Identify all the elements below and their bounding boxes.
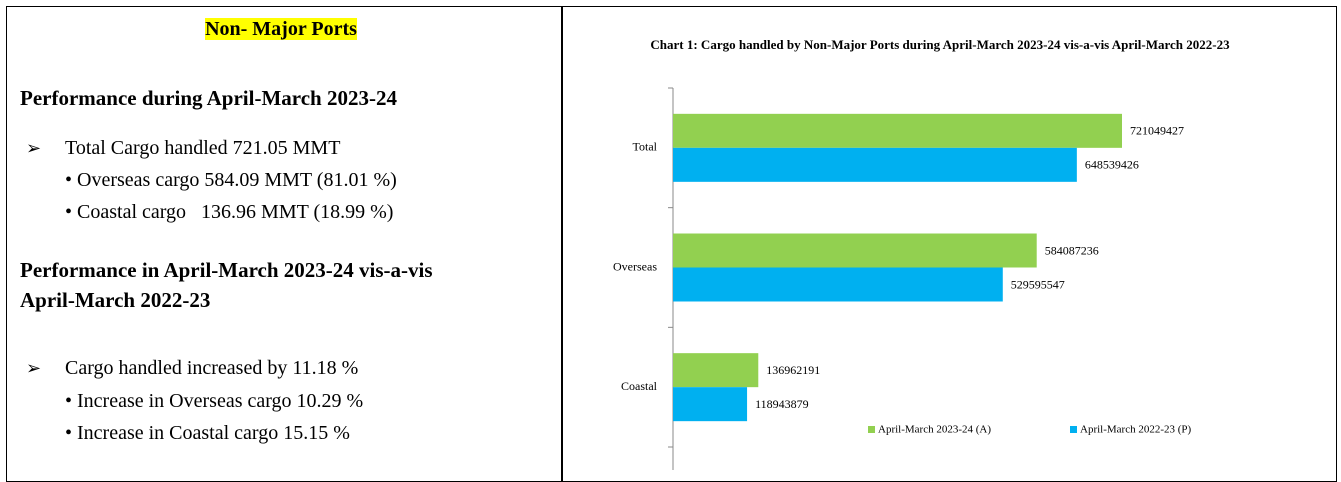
bar: [673, 147, 1077, 182]
value-label: 721049427: [1130, 124, 1184, 138]
sub-bullet: • Increase in Coastal cargo 15.15 %: [65, 422, 350, 444]
category-label: Overseas: [613, 259, 657, 273]
heading: Performance during April-March 2023-24: [20, 86, 397, 110]
bullet-text: Cargo handled increased by 11.18 %: [65, 357, 359, 379]
value-label: 529595547: [1011, 277, 1065, 291]
category-label: Coastal: [621, 379, 658, 393]
bar: [673, 353, 759, 388]
sub-bullet: • Overseas cargo 584.09 MMT (81.01 %): [65, 169, 397, 191]
bar: [673, 113, 1122, 148]
legend-swatch: [868, 426, 875, 433]
bar: [673, 387, 748, 422]
legend-swatch: [1070, 426, 1077, 433]
sub-bullet-text: Coastal cargo 136.96 MMT (18.99 %): [77, 201, 394, 223]
legend-label: April-March 2022-23 (P): [1080, 424, 1192, 436]
panel-title: Non- Major Ports: [205, 18, 357, 40]
heading: Performance in April-March 2023-24 vis-a…: [20, 258, 433, 282]
sub-bullet: • Increase in Overseas cargo 10.29 %: [65, 390, 364, 412]
bar: [673, 233, 1037, 268]
sub-bullet-text: Overseas cargo 584.09 MMT (81.01 %): [77, 169, 397, 191]
heading: April-March 2022-23: [20, 288, 211, 312]
value-label: 648539426: [1085, 158, 1139, 172]
sub-bullet-text: Increase in Coastal cargo 15.15 %: [77, 422, 350, 444]
sub-bullet-text: Increase in Overseas cargo 10.29 %: [77, 390, 364, 412]
sub-bullet: • Coastal cargo 136.96 MMT (18.99 %): [65, 201, 394, 223]
value-label: 136962191: [766, 363, 820, 377]
bullet-text: Total Cargo handled 721.05 MMT: [65, 137, 341, 159]
arrow-bullet: ➢: [26, 138, 42, 159]
legend-label: April-March 2023-24 (A): [878, 424, 991, 436]
chart-title: Chart 1: Cargo handled by Non-Major Port…: [650, 37, 1230, 52]
value-label: 584087236: [1045, 243, 1099, 257]
category-label: Total: [633, 140, 658, 154]
arrow-bullet: ➢: [26, 358, 42, 379]
value-label: 118943879: [755, 397, 809, 411]
title-wrap: Non- Major Ports: [0, 18, 562, 41]
bar: [673, 267, 1003, 302]
